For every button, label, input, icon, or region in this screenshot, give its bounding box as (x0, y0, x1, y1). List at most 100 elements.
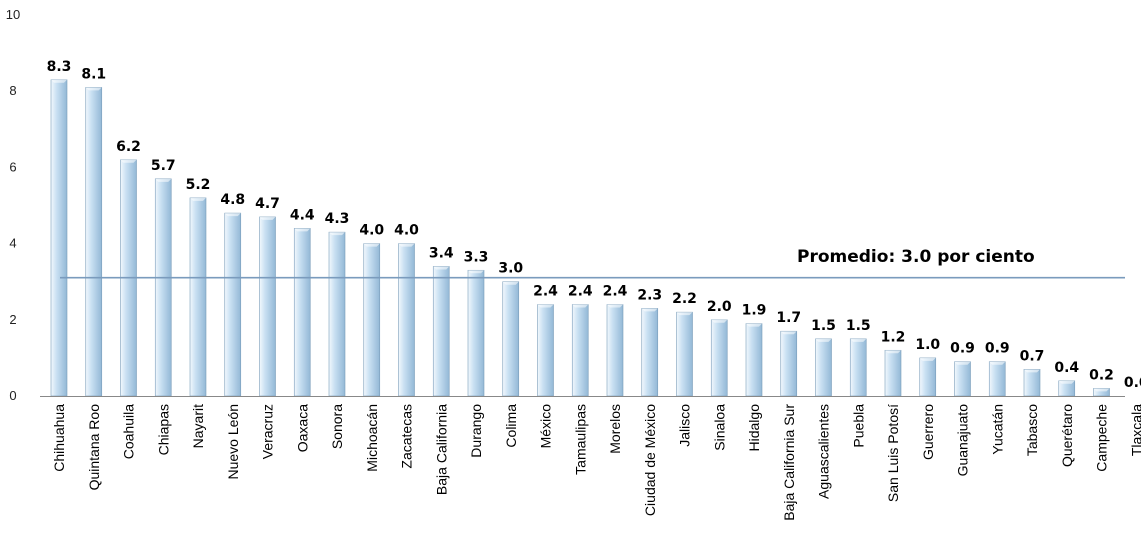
x-tick-label: Nuevo León (225, 404, 241, 480)
data-label: 4.0 (359, 223, 384, 239)
bar-bevel (641, 308, 658, 312)
bar (954, 361, 971, 397)
x-tick-label: México (538, 404, 554, 449)
bar-bevel (607, 304, 623, 308)
x-tick-label: Guanajuato (955, 404, 971, 477)
data-label: 2.3 (637, 287, 662, 303)
bar (1023, 369, 1041, 397)
data-label: 3.0 (498, 261, 523, 277)
data-label: 2.4 (568, 284, 593, 300)
bar-bevel (190, 197, 206, 201)
bar (884, 349, 902, 397)
bar (745, 323, 763, 397)
bar (293, 228, 311, 397)
bar (467, 269, 485, 397)
x-tick-label: Veracruz (260, 404, 276, 459)
bar-bevel (120, 159, 137, 163)
data-label: 5.7 (151, 158, 176, 174)
data-label: 2.2 (672, 291, 697, 307)
bar (537, 304, 554, 397)
bar-bevel (537, 304, 554, 308)
bar (815, 338, 832, 397)
bar (502, 281, 520, 397)
data-label: 1.5 (811, 318, 836, 334)
x-tick-label: Baja California (433, 404, 449, 495)
data-label: 0.9 (985, 341, 1010, 357)
bar (710, 319, 728, 397)
bar (988, 361, 1006, 397)
bar (50, 79, 68, 397)
bar (606, 304, 624, 397)
y-tick-label: 6 (9, 159, 16, 174)
bar-bevel (711, 319, 728, 323)
bar-bevel (780, 331, 797, 335)
bar (398, 243, 415, 397)
data-label: 4.7 (255, 196, 280, 212)
data-label: 1.7 (776, 310, 801, 326)
x-tick-label: Sonora (329, 404, 345, 449)
x-tick-label: Michoacán (364, 404, 380, 472)
y-tick-label: 2 (9, 312, 16, 327)
bars (50, 79, 1110, 397)
y-tick-label: 10 (6, 7, 20, 22)
bar (189, 197, 207, 397)
bar-bevel (259, 216, 276, 220)
data-label: 2.4 (603, 284, 628, 300)
x-tick-label: Yucatán (989, 404, 1005, 455)
bar-bevel (572, 304, 589, 308)
bar (849, 338, 867, 397)
bar (154, 178, 172, 397)
x-tick-label: Campeche (1094, 404, 1110, 472)
bar-bevel (85, 87, 102, 91)
bar (641, 308, 659, 397)
bar-bevel (502, 281, 519, 285)
bar (259, 216, 276, 397)
data-label: 1.0 (915, 337, 940, 353)
x-tick-label: Tabasco (1024, 404, 1040, 456)
x-tick-label: Morelos (607, 404, 623, 454)
y-axis: 0 2 4 6 8 10 (6, 7, 20, 403)
x-tick-label: Oaxaca (294, 404, 310, 452)
bar-bevel (294, 228, 311, 232)
bar-bevel (1058, 380, 1075, 384)
bar (780, 330, 798, 397)
y-tick-label: 0 (9, 388, 16, 403)
data-label: 6.2 (116, 139, 141, 155)
data-label: 0.2 (1089, 367, 1114, 383)
bar-bevel (919, 357, 936, 361)
data-label: 1.2 (881, 329, 906, 345)
x-tick-label: Aguascalientes (816, 404, 832, 499)
bar-bevel (224, 213, 241, 217)
bar-bevel (363, 243, 380, 247)
bar-bevel (329, 232, 345, 236)
x-tick-label: Quintana Roo (86, 404, 102, 491)
x-tick-label: Hidalgo (746, 404, 762, 452)
x-tick-label: Zacatecas (399, 404, 415, 469)
data-label: 1.9 (742, 303, 767, 319)
bar-bevel (468, 270, 484, 274)
x-tick-label: Jalisco (677, 404, 693, 447)
x-tick-label: San Luis Potosí (885, 404, 901, 502)
x-tick-label: Baja California Sur (781, 404, 797, 521)
bar (432, 266, 450, 397)
data-label: 4.4 (290, 207, 315, 223)
data-label: 0.7 (1020, 348, 1045, 364)
x-tick-label: Guerrero (920, 404, 936, 460)
bar-bevel (815, 338, 832, 342)
data-label: 8.1 (81, 66, 106, 82)
data-label: 5.2 (186, 177, 211, 193)
x-tick-label: Durango (468, 404, 484, 458)
bar-bevel (954, 361, 971, 365)
data-label: 0.9 (950, 341, 975, 357)
x-tick-label: Tlaxcala (1128, 404, 1141, 456)
x-tick-label: Puebla (850, 404, 866, 448)
data-label: 0.4 (1054, 360, 1079, 376)
x-tick-label: Nayarit (190, 404, 206, 448)
data-label: 2.0 (707, 299, 732, 315)
data-label: 2.4 (533, 284, 558, 300)
bar-bevel (676, 312, 693, 316)
x-tick-label: Chihuahua (51, 404, 67, 472)
average-label: Promedio: 3.0 por ciento (797, 247, 1035, 267)
bar (571, 304, 589, 397)
